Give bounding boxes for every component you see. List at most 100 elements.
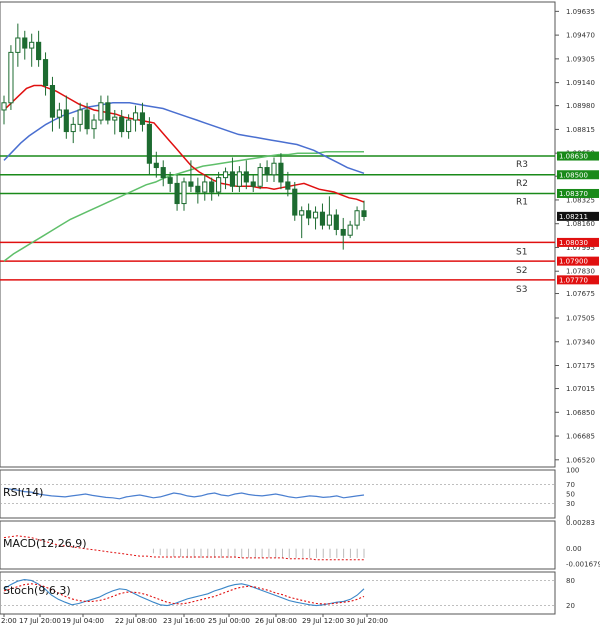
level-tag-text-r2: 1.08500 [559, 171, 588, 179]
candle-body [174, 182, 180, 205]
rsi-ytick-label: 0 [566, 515, 570, 523]
candle-body [49, 84, 56, 118]
candle-body [42, 59, 49, 86]
main-ytick-label: 1.09470 [566, 32, 595, 40]
rsi-ytick-label: 50 [566, 491, 575, 499]
rsi-ytick-label: 70 [566, 481, 575, 489]
candle-body [195, 185, 201, 193]
candle-body [292, 188, 298, 216]
candle-body [70, 123, 76, 133]
main-ytick-label: 1.08160 [566, 220, 595, 228]
level-tag-s2 [557, 256, 599, 266]
candle-body [202, 181, 208, 193]
level-label-r2: R2 [516, 179, 528, 189]
pane-macd [0, 520, 556, 570]
ma-red-line [3, 84, 365, 203]
xtick-label: 19 Jul 04:00 [62, 617, 104, 625]
last-price-text: 1.08211 [559, 213, 588, 221]
candle-body [250, 181, 256, 187]
candle-body [285, 181, 291, 190]
xtick-label: 30 Jul 20:00 [346, 617, 388, 625]
candle-body [216, 177, 222, 193]
candle-body [160, 167, 166, 179]
candle-body [63, 109, 69, 133]
level-tag-text-s2: 1.07900 [559, 258, 588, 266]
candle-body [257, 167, 263, 187]
level-tag-text-s1: 1.08030 [559, 239, 588, 247]
stoch-ytick-label: 20 [566, 602, 575, 610]
candle-body [181, 181, 187, 205]
candle-body [264, 167, 270, 176]
candle-body [29, 41, 35, 49]
candle-body [222, 171, 229, 179]
candle-body [146, 123, 152, 164]
candle-body [119, 116, 125, 133]
main-ytick-label: 1.07015 [566, 385, 595, 393]
stoch-ytick-label: 80 [566, 577, 575, 585]
level-tag-s3 [557, 275, 599, 285]
candle-body [112, 116, 118, 121]
main-ytick-label: 1.08980 [566, 102, 595, 110]
candle-body [354, 210, 360, 226]
level-label-s2: S2 [516, 266, 527, 276]
candle-body [56, 109, 62, 118]
candle-body [126, 119, 132, 133]
stoch-k-line [3, 579, 365, 607]
main-ytick-label: 1.06520 [566, 456, 595, 464]
candle-body [319, 211, 326, 226]
level-tag-text-s3: 1.07770 [559, 276, 588, 284]
level-label-s1: S1 [516, 247, 527, 257]
candle-body [312, 211, 319, 219]
main-ytick-label: 1.07340 [566, 338, 595, 346]
main-ytick-label: 1.09305 [566, 55, 595, 63]
candle-body [243, 171, 249, 183]
candle-body [132, 112, 139, 121]
level-tag-r3 [557, 151, 599, 161]
level-tag-text-r3: 1.08630 [559, 153, 588, 161]
last-price-tag [557, 211, 599, 221]
candle-body [105, 102, 111, 121]
macd-ytick-label: 0.00283 [566, 519, 595, 527]
main-ytick-label: 1.07505 [566, 314, 595, 322]
xtick-label: 23 Jul 16:00 [163, 617, 205, 625]
candle-body [1, 102, 7, 111]
xtick-label: 2:00 [1, 617, 17, 625]
level-tag-text-r1: 1.08370 [559, 190, 588, 198]
candle-body [91, 119, 97, 130]
main-ytick-label: 1.06685 [566, 433, 595, 441]
main-ytick-label: 1.07175 [566, 362, 595, 370]
main-ytick-label: 1.07830 [566, 268, 595, 276]
macd-signal-line [3, 535, 364, 561]
level-label-s3: S3 [516, 285, 527, 295]
candle-body [167, 177, 173, 184]
candle-body [22, 37, 28, 49]
macd-ytick-label: -0.001679 [566, 561, 600, 569]
level-tag-s1 [557, 237, 599, 247]
candle-body [361, 210, 367, 218]
level-label-r3: R3 [516, 160, 528, 170]
candle-body [229, 171, 236, 187]
candle-body [271, 162, 277, 176]
candle-body [278, 162, 284, 183]
xtick-label: 22 Jul 08:00 [115, 617, 157, 625]
candle-body [236, 171, 242, 187]
stoch-title: Stoch(9,6,3) [3, 584, 71, 597]
candle-body [98, 102, 104, 121]
candle-body [347, 224, 353, 236]
ma-green-line [3, 150, 364, 262]
xtick-label: 29 Jul 12:00 [302, 617, 344, 625]
main-ytick-label: 1.08325 [566, 196, 595, 204]
rsi-line [3, 487, 365, 500]
pane-main [0, 1, 556, 468]
candle-body [139, 112, 146, 125]
level-label-r1: R1 [516, 197, 528, 207]
main-ytick-label: 1.07995 [566, 244, 595, 252]
macd-title: MACD(12,26,9) [3, 537, 87, 550]
rsi-title: RSI(14) [3, 486, 43, 499]
rsi-ytick-label: 100 [566, 467, 579, 475]
xtick-label: 25 Jul 00:00 [208, 617, 250, 625]
candle-body [84, 109, 90, 130]
candle-body [15, 37, 21, 53]
